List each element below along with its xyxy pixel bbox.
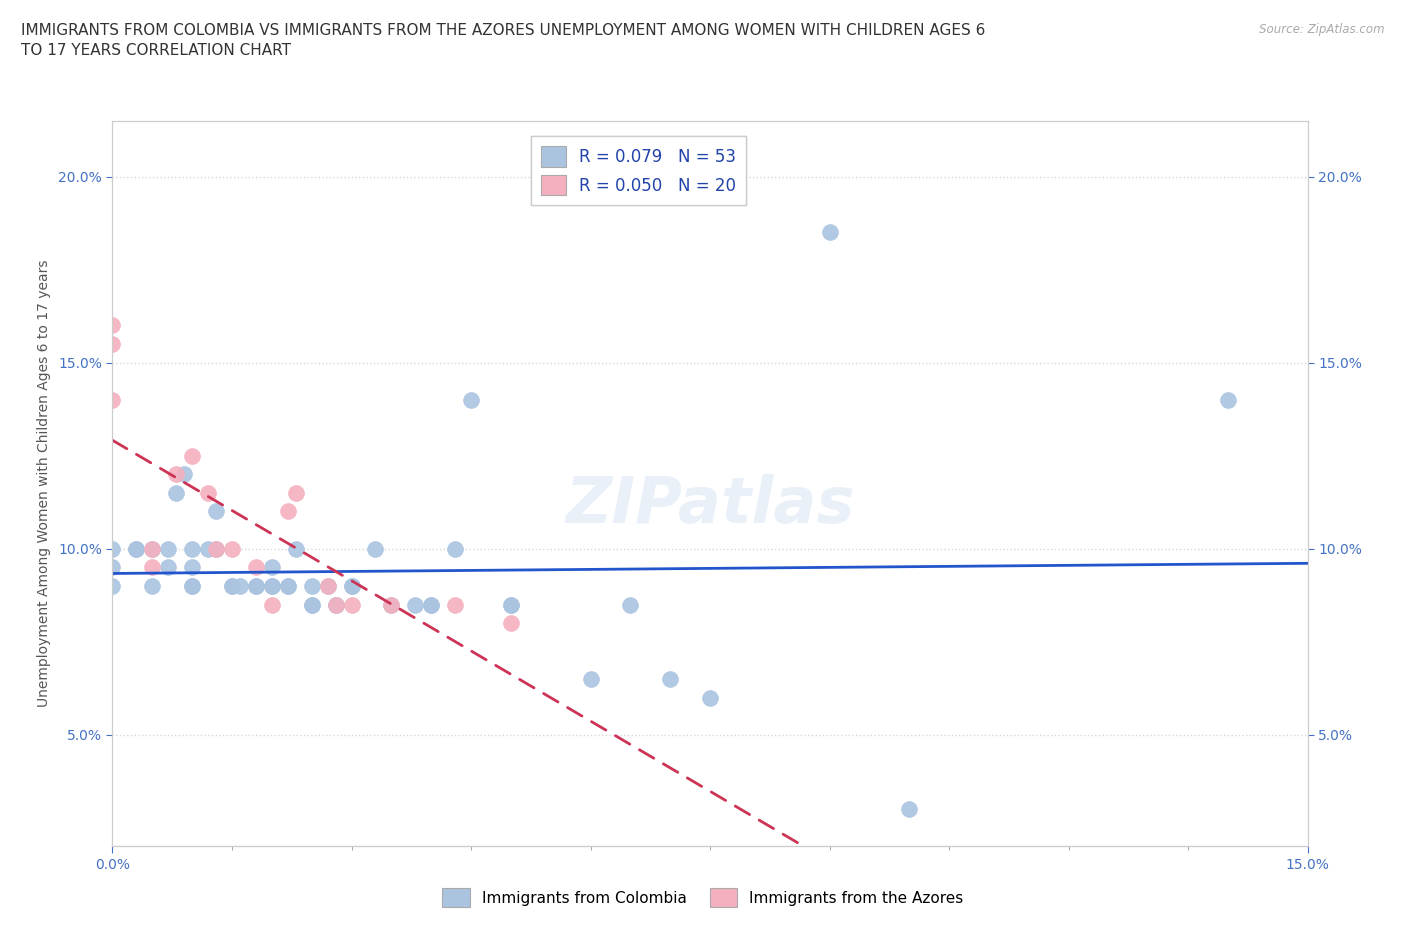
Point [260, 578, 283, 593]
Point [325, 597, 347, 612]
Point [181, 578, 204, 593]
Point [260, 578, 283, 593]
Point [141, 541, 163, 556]
Point [420, 597, 443, 612]
Point [499, 597, 522, 612]
Point [245, 578, 267, 593]
Point [101, 578, 124, 593]
Point [181, 560, 204, 575]
Point [325, 597, 347, 612]
Point [316, 578, 339, 593]
Point [444, 597, 467, 612]
Point [499, 616, 522, 631]
Point [380, 597, 402, 612]
Text: ZIPatlas: ZIPatlas [565, 474, 855, 537]
Point [818, 225, 841, 240]
Point [277, 578, 299, 593]
Point [181, 578, 204, 593]
Point [245, 578, 267, 593]
Point [181, 448, 204, 463]
Point [221, 578, 243, 593]
Point [157, 560, 180, 575]
Point [141, 578, 163, 593]
Point [229, 578, 252, 593]
Point [364, 541, 387, 556]
Y-axis label: Unemployment Among Women with Children Ages 6 to 17 years: Unemployment Among Women with Children A… [37, 259, 51, 708]
Point [260, 597, 283, 612]
Point [404, 597, 426, 612]
Point [340, 578, 363, 593]
Point [141, 560, 163, 575]
Point [221, 578, 243, 593]
Point [197, 541, 219, 556]
Text: Source: ZipAtlas.com: Source: ZipAtlas.com [1260, 23, 1385, 36]
Point [499, 597, 522, 612]
Point [579, 671, 602, 686]
Point [380, 597, 402, 612]
Point [181, 541, 204, 556]
Point [101, 392, 124, 407]
Point [699, 690, 721, 705]
Point [277, 578, 299, 593]
Point [245, 560, 267, 575]
Point [420, 597, 443, 612]
Point [325, 597, 347, 612]
Point [301, 597, 323, 612]
Text: IMMIGRANTS FROM COLOMBIA VS IMMIGRANTS FROM THE AZORES UNEMPLOYMENT AMONG WOMEN : IMMIGRANTS FROM COLOMBIA VS IMMIGRANTS F… [21, 23, 986, 58]
Point [898, 802, 921, 817]
Point [284, 541, 307, 556]
Point [1216, 392, 1239, 407]
Point [101, 541, 124, 556]
Point [101, 337, 124, 352]
Point [197, 485, 219, 500]
Point [659, 671, 682, 686]
Legend: Immigrants from Colombia, Immigrants from the Azores: Immigrants from Colombia, Immigrants fro… [436, 883, 970, 913]
Point [205, 541, 228, 556]
Point [125, 541, 148, 556]
Point [125, 541, 148, 556]
Point [101, 560, 124, 575]
Point [301, 578, 323, 593]
Legend: R = 0.079   N = 53, R = 0.050   N = 20: R = 0.079 N = 53, R = 0.050 N = 20 [530, 137, 747, 206]
Point [157, 541, 180, 556]
Point [141, 541, 163, 556]
Point [316, 578, 339, 593]
Point [165, 485, 187, 500]
Point [460, 392, 482, 407]
Point [221, 541, 243, 556]
Point [340, 578, 363, 593]
Point [205, 504, 228, 519]
Point [260, 560, 283, 575]
Point [340, 597, 363, 612]
Point [284, 485, 307, 500]
Point [301, 597, 323, 612]
Point [101, 318, 124, 333]
Point [165, 467, 187, 482]
Point [205, 541, 228, 556]
Point [444, 541, 467, 556]
Point [277, 504, 299, 519]
Point [173, 467, 195, 482]
Point [619, 597, 641, 612]
